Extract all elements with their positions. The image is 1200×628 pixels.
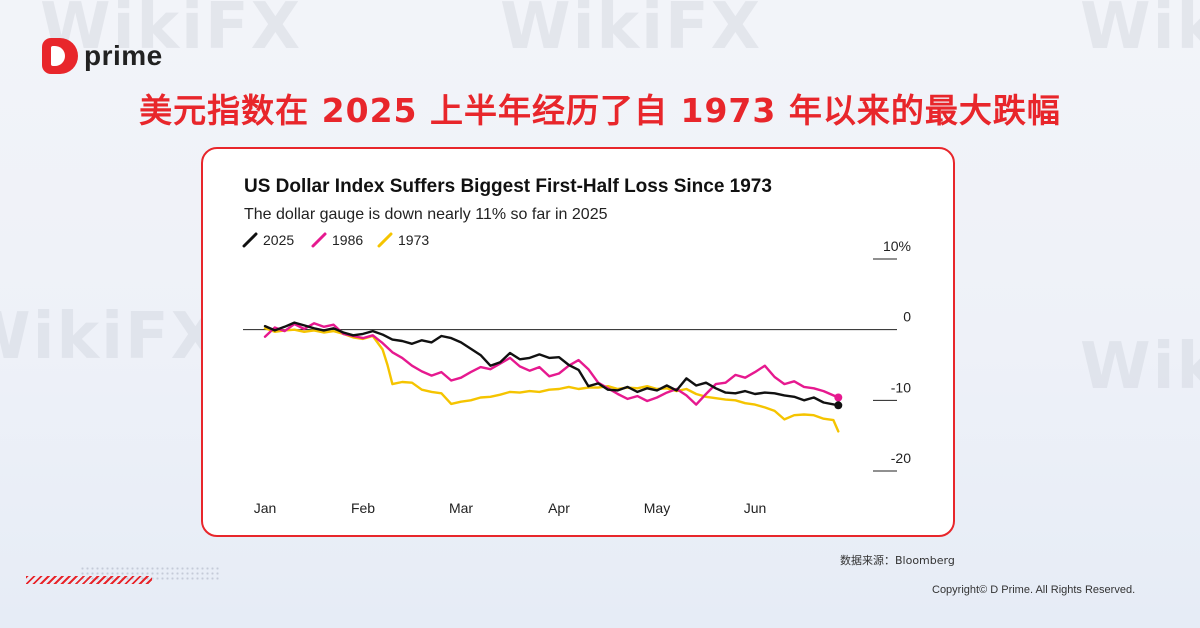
watermark: WikiFX	[500, 0, 763, 64]
watermark: WikiFX	[0, 300, 223, 374]
y-tick-label: -20	[891, 450, 911, 466]
brand-name: prime	[84, 40, 163, 71]
series-end-point-1986	[834, 393, 843, 402]
series-line-1986	[263, 322, 840, 406]
watermark: WikiFX	[1080, 0, 1200, 64]
watermark: WikiFX	[1080, 330, 1200, 404]
brand-mark-icon	[42, 38, 78, 74]
y-tick-label: 0	[903, 309, 911, 325]
data-source: 数据来源：Bloomberg	[840, 554, 955, 567]
legend-swatch-1973	[377, 232, 393, 248]
brand-logo: prime	[42, 38, 163, 74]
legend-label-1986: 1986	[332, 232, 363, 248]
y-tick-label: -10	[891, 379, 911, 395]
x-tick-label: Jun	[744, 500, 767, 516]
chart-legend: 2025 1986 1973	[242, 232, 429, 248]
y-tick-label: 10%	[883, 238, 911, 254]
headline: 美元指数在 2025 上半年经历了自 1973 年以来的最大跌幅	[139, 91, 1061, 130]
series-line-2025	[263, 321, 840, 407]
watermark: WikiFX	[40, 0, 303, 64]
line-chart: US Dollar Index Suffers Biggest First-Ha…	[242, 176, 911, 516]
x-tick-label: Feb	[351, 500, 375, 516]
chart-axes: 10% 0 -10 -20 Jan Feb Mar Apr May Jun	[243, 238, 911, 516]
x-tick-label: May	[644, 500, 670, 516]
legend-swatch-2025	[242, 232, 258, 248]
legend-label-2025: 2025	[263, 232, 294, 248]
x-tick-label: Jan	[254, 500, 277, 516]
series-end-point-2025	[834, 401, 843, 410]
decorative-hatch	[26, 576, 152, 584]
legend-swatch-1986	[311, 232, 327, 248]
chart-subtitle: The dollar gauge is down nearly 11% so f…	[244, 206, 608, 223]
copyright: Copyright© D Prime. All Rights Reserved.	[932, 584, 1136, 596]
series-line-1973	[263, 327, 840, 433]
legend-label-1973: 1973	[398, 232, 429, 248]
chart-card: US Dollar Index Suffers Biggest First-Ha…	[201, 147, 955, 537]
chart-title: US Dollar Index Suffers Biggest First-Ha…	[244, 176, 772, 197]
x-tick-label: Apr	[548, 500, 570, 516]
chart-series	[263, 321, 843, 433]
x-tick-label: Mar	[449, 500, 473, 516]
